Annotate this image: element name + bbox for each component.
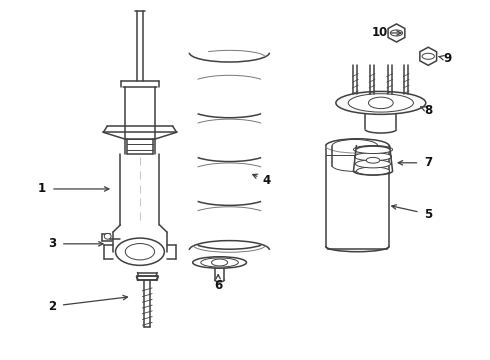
- Ellipse shape: [366, 157, 380, 163]
- Text: 4: 4: [263, 174, 271, 187]
- Ellipse shape: [391, 30, 403, 36]
- Text: 1: 1: [38, 183, 46, 195]
- Ellipse shape: [193, 257, 246, 268]
- Ellipse shape: [422, 53, 435, 59]
- Polygon shape: [388, 24, 405, 42]
- Text: 3: 3: [48, 237, 56, 250]
- Ellipse shape: [356, 167, 390, 175]
- Ellipse shape: [212, 259, 228, 266]
- Text: 10: 10: [371, 27, 388, 40]
- Text: 8: 8: [424, 104, 432, 117]
- Text: 2: 2: [48, 300, 56, 313]
- Ellipse shape: [353, 145, 392, 153]
- Text: 9: 9: [443, 52, 452, 65]
- Ellipse shape: [348, 94, 414, 112]
- Text: 5: 5: [424, 208, 432, 221]
- Text: 6: 6: [214, 279, 222, 292]
- Ellipse shape: [116, 238, 164, 265]
- Ellipse shape: [201, 258, 239, 267]
- Polygon shape: [420, 47, 437, 65]
- Ellipse shape: [336, 91, 426, 114]
- Ellipse shape: [125, 244, 155, 260]
- Ellipse shape: [354, 153, 392, 161]
- Ellipse shape: [104, 233, 111, 239]
- Ellipse shape: [368, 97, 393, 109]
- Ellipse shape: [355, 160, 391, 168]
- Text: 7: 7: [424, 156, 432, 169]
